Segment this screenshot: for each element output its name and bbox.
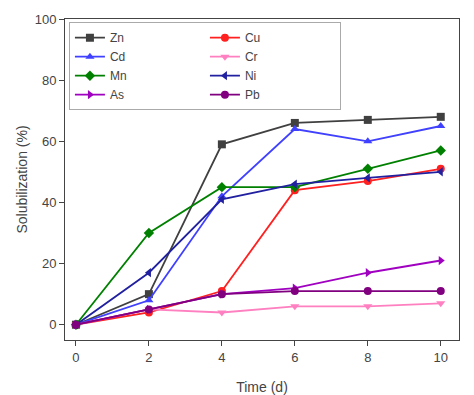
svg-text:60: 60: [42, 134, 56, 149]
svg-text:10: 10: [434, 350, 448, 365]
svg-text:40: 40: [42, 195, 56, 210]
svg-text:Mn: Mn: [110, 69, 127, 83]
svg-text:8: 8: [364, 350, 371, 365]
svg-text:Cu: Cu: [245, 31, 260, 45]
svg-text:Cr: Cr: [245, 50, 258, 64]
svg-text:Cd: Cd: [110, 50, 125, 64]
svg-text:Zn: Zn: [110, 31, 124, 45]
svg-text:As: As: [110, 88, 124, 102]
svg-text:Time (d): Time (d): [236, 379, 288, 395]
svg-text:2: 2: [145, 350, 152, 365]
svg-text:Ni: Ni: [245, 69, 256, 83]
svg-text:80: 80: [42, 73, 56, 88]
svg-text:4: 4: [218, 350, 225, 365]
svg-text:0: 0: [49, 317, 56, 332]
svg-text:0: 0: [72, 350, 79, 365]
svg-text:Pb: Pb: [245, 88, 260, 102]
svg-text:6: 6: [291, 350, 298, 365]
svg-text:20: 20: [42, 256, 56, 271]
svg-text:Solubilization (%): Solubilization (%): [14, 125, 30, 233]
svg-text:100: 100: [35, 12, 57, 27]
